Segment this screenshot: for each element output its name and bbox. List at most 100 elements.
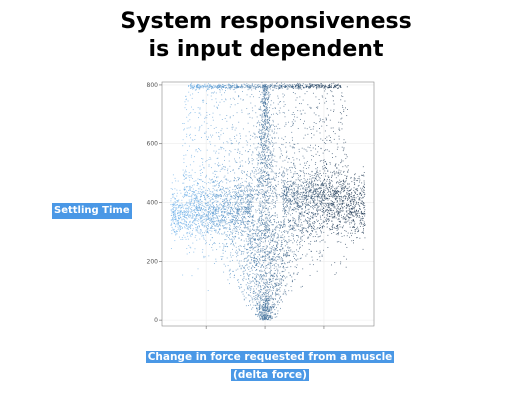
data-point <box>283 216 284 217</box>
data-point <box>275 279 276 280</box>
data-point <box>356 202 357 203</box>
data-point <box>236 202 237 203</box>
data-point <box>250 250 251 251</box>
data-point <box>265 112 266 113</box>
data-point <box>194 184 195 185</box>
data-point <box>297 197 298 198</box>
data-point <box>276 263 277 264</box>
data-point <box>331 203 332 204</box>
data-point <box>326 220 327 221</box>
data-point <box>262 114 263 115</box>
data-point <box>323 189 324 190</box>
data-point <box>302 245 303 246</box>
data-point <box>186 225 187 226</box>
data-point <box>293 163 294 164</box>
data-point <box>222 211 223 212</box>
data-point <box>269 291 270 292</box>
data-point <box>232 240 233 241</box>
data-point <box>243 223 244 224</box>
data-point <box>262 279 263 280</box>
data-point <box>334 212 335 213</box>
data-point <box>208 203 209 204</box>
data-point <box>340 192 341 193</box>
data-point <box>354 179 355 180</box>
data-point <box>185 204 186 205</box>
data-point <box>250 263 251 264</box>
data-point <box>256 243 257 244</box>
data-point <box>197 197 198 198</box>
data-point <box>242 265 243 266</box>
data-point <box>298 203 299 204</box>
data-point <box>198 210 199 211</box>
data-point <box>327 247 328 248</box>
data-point <box>296 191 297 192</box>
data-point <box>190 228 191 229</box>
data-point <box>347 206 348 207</box>
data-point <box>223 196 224 197</box>
data-point <box>277 215 278 216</box>
data-point <box>225 239 226 240</box>
data-point <box>354 223 355 224</box>
data-point <box>257 219 258 220</box>
data-point <box>262 248 263 249</box>
data-point <box>362 188 363 189</box>
data-point <box>241 202 242 203</box>
data-point <box>194 211 195 212</box>
data-point <box>321 231 322 232</box>
data-point <box>293 210 294 211</box>
data-point <box>270 135 271 136</box>
data-point <box>301 230 302 231</box>
data-point <box>195 197 196 198</box>
data-point <box>237 280 238 281</box>
data-point <box>226 211 227 212</box>
data-point <box>261 239 262 240</box>
data-point <box>263 235 264 236</box>
data-point <box>266 98 267 99</box>
data-point <box>324 179 325 180</box>
data-point <box>348 195 349 196</box>
data-point <box>353 197 354 198</box>
data-point <box>241 251 242 252</box>
data-point <box>245 217 246 218</box>
data-point <box>267 306 268 307</box>
data-point <box>271 310 272 311</box>
data-point <box>174 240 175 241</box>
data-point <box>257 227 258 228</box>
data-point <box>314 207 315 208</box>
data-point <box>232 217 233 218</box>
data-point <box>176 207 177 208</box>
data-point <box>305 197 306 198</box>
data-point <box>276 261 277 262</box>
data-point <box>349 218 350 219</box>
data-point <box>285 211 286 212</box>
data-point <box>252 236 253 237</box>
data-point <box>204 206 205 207</box>
data-point <box>230 219 231 220</box>
data-point <box>227 235 228 236</box>
data-point <box>326 205 327 206</box>
data-point <box>247 286 248 287</box>
data-point <box>281 240 282 241</box>
data-point <box>251 186 252 187</box>
data-point <box>172 227 173 228</box>
data-point <box>265 293 266 294</box>
data-point <box>198 212 199 213</box>
data-point <box>249 201 250 202</box>
data-point <box>250 242 251 243</box>
data-point <box>356 197 357 198</box>
title-line-1: System responsiveness <box>0 8 532 36</box>
data-point <box>188 196 189 197</box>
data-point <box>173 221 174 222</box>
data-point <box>262 306 263 307</box>
data-point <box>326 164 327 165</box>
data-point <box>262 121 263 122</box>
data-point <box>346 219 347 220</box>
data-point <box>207 216 208 217</box>
data-point <box>192 178 193 179</box>
data-point <box>331 187 332 188</box>
data-point <box>205 192 206 193</box>
data-point <box>287 181 288 182</box>
data-point <box>326 221 327 222</box>
data-point <box>179 210 180 211</box>
data-point <box>195 237 196 238</box>
